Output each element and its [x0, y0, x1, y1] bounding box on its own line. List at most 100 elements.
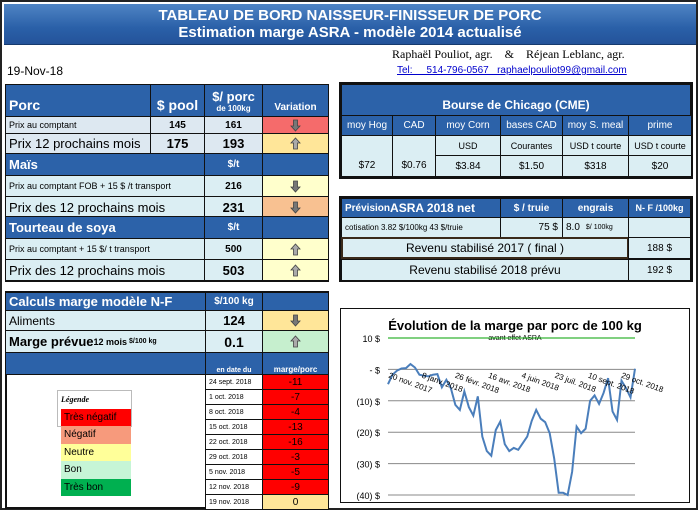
y-tick-label: (10) $: [356, 397, 380, 407]
calculs-title: Calculs marge modèle N-F: [5, 292, 206, 311]
history-margin: -9: [262, 479, 329, 495]
history-date: 15 oct. 2018: [205, 419, 263, 435]
porc-heading: Porc: [5, 84, 151, 117]
soya-unit: $/t: [204, 216, 263, 239]
arrow-up-icon: [290, 263, 301, 276]
history-date: 22 oct. 2018: [205, 434, 263, 450]
arrow-down-icon: [290, 201, 301, 214]
rev2018-label: Revenu stabilisé 2018 prévu: [341, 259, 629, 281]
nf-header: N- F /100kg: [628, 198, 691, 218]
porc-price-header-label: $/ porc: [212, 88, 255, 104]
mais-value: 216: [204, 175, 263, 197]
arrow-up-icon: [290, 242, 301, 255]
authors: Raphaël Pouliot, agr. & Réjean Leblanc, …: [392, 47, 625, 61]
legend-item: Très bon: [61, 478, 131, 496]
engrais-value: 8.0: [566, 222, 580, 233]
mais-heading-blank: [262, 153, 329, 176]
variation-header: Variation: [262, 84, 329, 117]
y-tick-label: (20) $: [356, 428, 380, 438]
porc-variation: [262, 116, 329, 134]
cme-title: Bourse de Chicago (CME): [341, 84, 691, 116]
cme-value: $318: [562, 155, 629, 177]
chart-title: Évolution de la marge par porc de 100 kg: [388, 318, 642, 333]
cme-col-header: moy S. meal: [562, 115, 629, 136]
asra-title: Prévision ASRA 2018 net: [341, 198, 501, 218]
cme-value: $3.84: [435, 155, 501, 177]
soya-value: 500: [204, 238, 263, 260]
margin-series-line: [387, 362, 636, 497]
y-tick-label: (30) $: [356, 460, 380, 470]
porc-price-value: 193: [204, 133, 263, 154]
y-tick-label: (40) $: [356, 491, 380, 501]
nf-blank: [628, 217, 691, 238]
mais-unit: $/t: [204, 153, 263, 176]
history-date: 1 oct. 2018: [205, 389, 263, 405]
asra-title-small: Prévision: [345, 202, 391, 214]
date-header: en date du: [205, 352, 263, 375]
history-margin: -3: [262, 449, 329, 465]
y-tick-label: 10 $: [362, 334, 380, 344]
legend: Légende Très négatif Négatif Neutre Bon Très…: [57, 390, 132, 496]
cme-col-header: prime: [628, 115, 692, 136]
mais-value: 231: [204, 196, 263, 218]
history-margin: -4: [262, 404, 329, 420]
porc-row-label: Prix au comptant: [5, 116, 151, 134]
mais-variation: [262, 175, 329, 197]
cme-col-header: CAD: [392, 115, 436, 136]
cme-unit: Courantes: [500, 135, 563, 156]
calculs-unit: $/100 kg: [205, 292, 263, 311]
marge-sub: 12 mois: [93, 336, 128, 347]
porc-price-value: 161: [204, 116, 263, 134]
dashboard-banner: TABLEAU DE BORD NAISSEUR-FINISSEUR DE PO…: [4, 4, 696, 45]
mais-variation: [262, 196, 329, 218]
history-date: 29 oct. 2018: [205, 449, 263, 465]
marge-value: 0.1: [205, 330, 263, 353]
history-margin: -11: [262, 374, 329, 390]
dashboard-title: TABLEAU DE BORD NAISSEUR-FINISSEUR DE PO…: [158, 7, 542, 24]
marge-variation: [262, 330, 329, 353]
soya-heading: Tourteau de soya: [5, 216, 205, 239]
soya-heading-blank: [262, 216, 329, 239]
engrais-unit: $/ 100kg: [585, 224, 613, 231]
porc-price-header-unit: de 100kg: [216, 103, 251, 113]
history-date: 12 nov. 2018: [205, 479, 263, 495]
cme-unit: USD t courte: [562, 135, 629, 156]
cme-value: $1.50: [500, 155, 563, 177]
porc-price-header: $/ porc de 100kg: [204, 84, 263, 117]
history-margin: -16: [262, 434, 329, 450]
contact-link[interactable]: Tel: 514-796-0567 raphaelpouliot99@gmail…: [397, 65, 627, 76]
legend-title: Légende: [61, 395, 89, 404]
dashboard-subtitle: Estimation marge ASRA - modèle 2014 actu…: [178, 24, 522, 41]
porc-pool-value: 175: [150, 133, 205, 154]
arrow-down-icon: [290, 119, 301, 132]
soya-variation: [262, 238, 329, 260]
mais-row-label: Prix au comptant FOB + 15 $ /t transport: [5, 175, 205, 197]
soya-variation: [262, 259, 329, 281]
rev2017-value: 188 $: [628, 237, 691, 259]
cme-unit: USD t courte: [628, 135, 692, 156]
legend-item: Bon: [61, 461, 131, 479]
history-date: 5 nov. 2018: [205, 464, 263, 480]
aliments-label: Aliments: [5, 310, 206, 331]
marge-label: Marge prévue: [9, 334, 94, 349]
porc-row-label: Prix 12 prochains mois: [5, 133, 151, 154]
calculs-header-fill: [5, 352, 206, 375]
truie-header: $ / truie: [500, 198, 563, 218]
cme-value: $20: [628, 155, 692, 177]
history-margin: -5: [262, 464, 329, 480]
margin-chart: [340, 308, 690, 503]
rev2018-value: 192 $: [628, 259, 691, 281]
cme-col-header: moy Corn: [435, 115, 501, 136]
cme-unit: USD: [435, 135, 501, 156]
mais-heading: Maïs: [5, 153, 205, 176]
arrow-up-icon: [290, 335, 301, 348]
pool-header: $ pool: [150, 84, 205, 117]
report-date: 19-Nov-18: [7, 64, 64, 78]
marge-label-cell: Marge prévue 12 mois $/100 kg: [5, 330, 206, 353]
history-margin: -13: [262, 419, 329, 435]
aliments-variation: [262, 310, 329, 331]
cme-col-header: moy Hog: [341, 115, 393, 136]
arrow-down-icon: [290, 314, 301, 327]
legend-item: Négatif: [61, 426, 131, 444]
history-date: 19 nov. 2018: [205, 494, 263, 510]
